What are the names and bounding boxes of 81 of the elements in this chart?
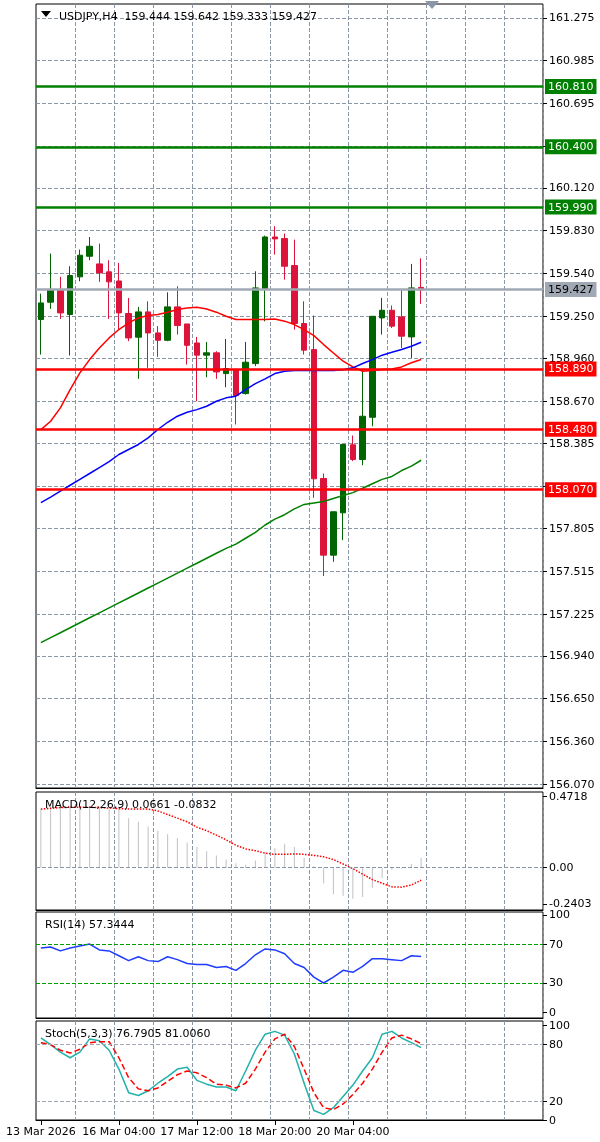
candlestick	[155, 325, 161, 358]
candlestick	[174, 285, 181, 336]
y-tick-label: 0.00	[549, 861, 574, 875]
candlestick	[272, 225, 278, 256]
line-series	[40, 943, 422, 984]
y-tick-label: 158.670	[549, 394, 595, 408]
candlestick	[57, 276, 64, 320]
y-tick-label: 156.650	[549, 692, 595, 706]
y-tick-label: -0.2403	[549, 897, 592, 911]
candlestick	[86, 236, 93, 261]
candlestick	[350, 435, 356, 462]
candlestick	[77, 249, 83, 282]
candlestick	[106, 259, 112, 320]
text: USDJPY,H4 159.444 159.642 159.333 159.427	[59, 10, 318, 23]
y-tick-label: 156.360	[549, 734, 595, 748]
ref-line-label: 160.810	[548, 79, 594, 93]
y-tick-label: 159.540	[549, 266, 595, 280]
candlestick	[67, 265, 73, 357]
text: RSI(14) 57.3444	[45, 918, 135, 931]
candlestick	[301, 300, 307, 356]
candlestick	[379, 297, 385, 336]
candlestick	[38, 293, 44, 356]
candlestick	[408, 263, 415, 359]
candlestick	[398, 288, 405, 349]
y-tick-label: 159.830	[549, 224, 595, 238]
y-tick-label: 160.985	[549, 54, 595, 68]
x-tick-label: 18 Mar 20:00	[238, 1125, 312, 1138]
y-tick-label: 80	[549, 1038, 563, 1052]
x-tick-label: 13 Mar 2026	[6, 1125, 76, 1138]
candlestick	[311, 315, 317, 499]
ref-line-label: 158.480	[548, 422, 594, 436]
y-tick-label: 20	[549, 1094, 563, 1108]
candlestick	[330, 511, 337, 563]
candlestick	[359, 369, 366, 466]
candlestick	[340, 443, 346, 541]
candlestick	[116, 262, 122, 331]
y-tick-label: 158.385	[549, 436, 595, 450]
x-tick-label: 20 Mar 04:00	[316, 1125, 390, 1138]
candlestick	[291, 239, 298, 331]
y-tick-label: 157.805	[549, 522, 595, 536]
ref-line-label: 159.990	[548, 200, 594, 214]
text: MACD(12,26,9) 0.0661 -0.0832	[45, 798, 217, 811]
candlestick	[145, 300, 151, 369]
x-tick-label: 17 Mar 12:00	[160, 1125, 234, 1138]
line-series	[40, 459, 422, 644]
ref-line-label: 160.400	[548, 140, 594, 154]
candlestick	[96, 243, 103, 283]
candlestick	[233, 368, 239, 425]
y-tick-label: 100	[549, 908, 570, 922]
candlestick	[389, 305, 395, 329]
y-tick-label: 160.120	[549, 181, 595, 195]
y-tick-label: 157.225	[549, 607, 595, 621]
ref-line-label: 158.890	[548, 362, 594, 376]
candlestick	[203, 341, 210, 378]
y-tick-label: 0.4718	[549, 789, 588, 803]
ref-line-label: 159.427	[548, 283, 594, 297]
candlestick	[320, 472, 327, 577]
candlestick	[47, 253, 54, 310]
y-tick-label: 161.275	[549, 11, 595, 25]
candlestick	[281, 233, 288, 281]
candlestick	[252, 270, 259, 367]
y-tick-label: 156.940	[549, 649, 595, 663]
y-tick-label: 70	[549, 937, 563, 951]
text: Stoch(5,3,3) 76.7905 81.0060	[45, 1027, 211, 1040]
candlestick	[262, 235, 268, 322]
y-tick-label: 160.695	[549, 96, 595, 110]
candlestick	[164, 291, 171, 342]
candlestick	[135, 306, 142, 380]
candlestick	[184, 323, 190, 366]
ref-line-label: 158.070	[548, 483, 594, 497]
y-tick-label: 157.515	[549, 564, 595, 578]
candlestick	[125, 297, 132, 342]
y-tick-label: 30	[549, 976, 563, 990]
y-tick-label: 0	[549, 1113, 556, 1127]
candlestick	[369, 315, 376, 427]
candlestick	[194, 336, 200, 402]
x-tick-label: 16 Mar 04:00	[82, 1125, 156, 1138]
y-tick-label: 159.250	[549, 309, 595, 323]
y-tick-label: 156.070	[549, 777, 595, 791]
y-tick-label: 100	[549, 1019, 570, 1033]
y-tick-label: 0	[549, 1005, 556, 1019]
